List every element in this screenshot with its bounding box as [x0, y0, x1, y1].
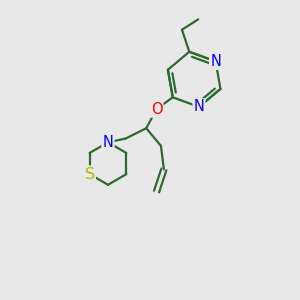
Text: N: N: [194, 99, 205, 114]
Text: N: N: [103, 135, 113, 150]
Text: O: O: [151, 102, 162, 117]
Text: N: N: [210, 54, 221, 69]
Text: S: S: [85, 167, 95, 182]
